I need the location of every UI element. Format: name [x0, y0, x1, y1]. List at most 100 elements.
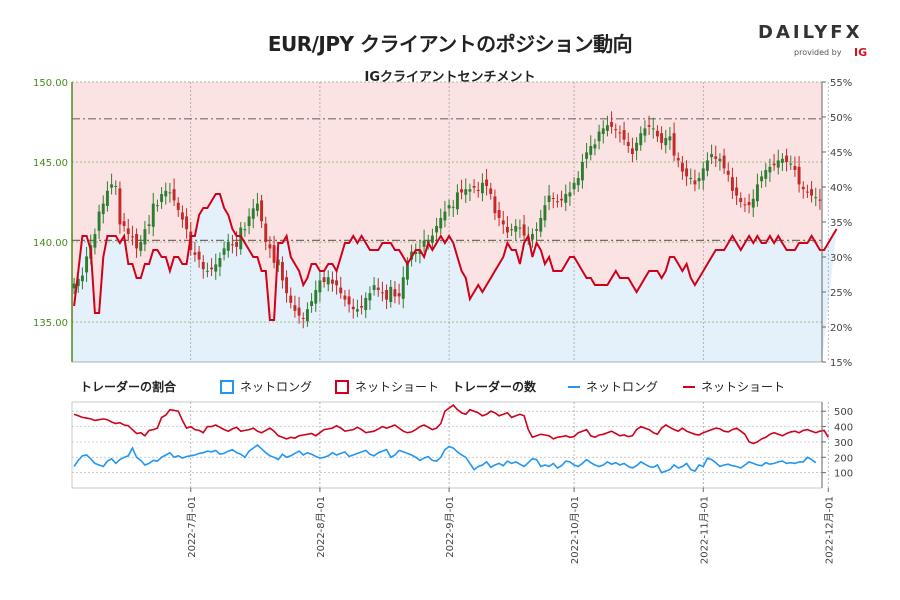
candle-body	[443, 211, 447, 221]
candle-body	[372, 285, 376, 290]
legend-ratio-long: ネットロング	[220, 378, 312, 395]
candle-body	[772, 163, 776, 166]
candle-body	[651, 128, 655, 130]
legend-count-long: ネットロング	[568, 378, 658, 395]
candle-body	[85, 256, 89, 273]
x-tick-label: 2022-7月-01	[186, 496, 198, 558]
candle-body	[460, 189, 464, 193]
candle-body	[414, 251, 418, 254]
candle-body	[260, 200, 264, 222]
candle-body	[389, 286, 393, 302]
candle-body	[314, 290, 318, 304]
candle-body	[435, 226, 439, 233]
logo-provided-by: provided by	[794, 48, 842, 57]
legend-long-swatch	[220, 379, 234, 394]
candle-body	[101, 203, 105, 214]
dailyfx-logo: DAILYFX provided by IG	[758, 22, 870, 66]
candle-body	[280, 262, 284, 281]
candle-body	[680, 162, 684, 172]
candle-body	[610, 122, 614, 127]
candle-body	[376, 287, 380, 290]
candle-body	[639, 133, 643, 146]
candle-body	[243, 229, 247, 231]
candle-body	[722, 155, 726, 169]
percent-tick-label: 15%	[830, 358, 852, 369]
candle-body	[551, 198, 555, 199]
candle-body	[530, 234, 534, 240]
candle-body	[293, 305, 297, 311]
candle-body	[397, 293, 401, 297]
candle-body	[439, 218, 443, 229]
candle-body	[339, 287, 343, 294]
legend-count-long-swatch	[568, 385, 580, 388]
candle-body	[755, 184, 759, 202]
candle-body	[697, 178, 701, 182]
candle-body	[239, 227, 243, 250]
candle-body	[335, 280, 339, 286]
candle-body	[122, 221, 126, 226]
candle-body	[605, 125, 609, 131]
chart-title: EUR/JPY クライアントのポジション動向	[267, 32, 633, 56]
candle-body	[447, 205, 451, 209]
candle-body	[110, 184, 114, 188]
candle-body	[730, 177, 734, 191]
candle-body	[185, 216, 189, 230]
candle-body	[105, 190, 109, 206]
percent-tick-label: 35%	[830, 218, 852, 229]
candle-body	[693, 180, 697, 185]
candle-body	[393, 289, 397, 297]
candle-body	[630, 148, 634, 154]
candle-body	[622, 130, 626, 140]
price-tick-label: 135.00	[33, 318, 68, 329]
candle-body	[655, 130, 659, 137]
candle-body	[805, 191, 809, 193]
candle-body	[572, 182, 576, 190]
candle-body	[705, 160, 709, 171]
candle-body	[380, 292, 384, 294]
candle-body	[405, 262, 409, 280]
candle-body	[355, 309, 359, 312]
candle-body	[568, 192, 572, 197]
candle-body	[285, 277, 289, 294]
legend-ratio-long-label: ネットロング	[240, 380, 313, 394]
logo-wordmark: DAILYFX	[758, 22, 863, 43]
legend-ratio: トレーダーの割合	[80, 378, 176, 395]
candle-body	[468, 189, 472, 192]
candle-body	[464, 189, 468, 195]
candle-body	[385, 290, 389, 300]
candle-body	[601, 128, 605, 134]
candle-body	[493, 196, 497, 214]
candle-body	[347, 296, 351, 305]
candle-body	[522, 224, 526, 236]
candle-body	[251, 208, 255, 219]
candle-body	[743, 204, 747, 206]
candle-body	[801, 186, 805, 190]
candle-body	[476, 190, 480, 191]
candle-body	[72, 283, 76, 289]
legend-count-short-label: ネットショート	[701, 380, 786, 394]
candle-body	[789, 163, 793, 165]
candle-body	[797, 166, 801, 185]
candle-body	[780, 158, 784, 163]
count-tick-label: 500	[834, 407, 853, 418]
percent-tick-label: 55%	[830, 78, 852, 89]
candle-body	[230, 244, 234, 246]
candle-body	[326, 277, 330, 285]
candle-body	[93, 234, 97, 248]
candle-body	[618, 132, 622, 134]
count-tick-label: 300	[834, 438, 853, 449]
count-tick-label: 100	[834, 469, 853, 480]
candle-body	[268, 244, 272, 249]
legend-count-short: ネットショート	[683, 378, 785, 395]
candle-body	[155, 205, 159, 207]
candle-body	[330, 279, 334, 284]
candle-body	[214, 264, 218, 272]
candle-body	[176, 202, 180, 210]
candle-body	[97, 211, 101, 231]
logo-ig: IG	[854, 46, 868, 59]
legend-short-swatch	[335, 379, 349, 394]
legend-count-title: トレーダーの数	[452, 380, 537, 394]
candle-body	[193, 252, 197, 255]
percent-tick-label: 30%	[830, 253, 852, 264]
candle-body	[547, 195, 551, 202]
